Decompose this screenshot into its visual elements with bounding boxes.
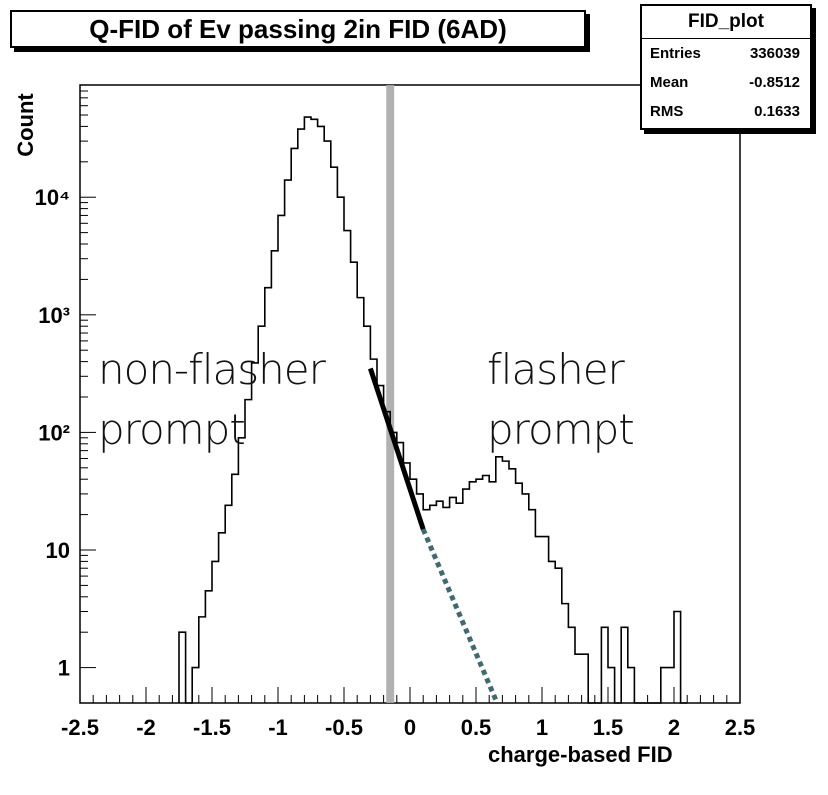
x-tick-label: -2.5 (61, 715, 99, 740)
stats-label: Mean (650, 74, 689, 91)
x-tick-label: 2 (668, 715, 680, 740)
stats-row-mean: Mean -0.8512 (642, 68, 810, 97)
stats-box: FID_plot Entries 336039 Mean -0.8512 RMS… (640, 4, 812, 130)
x-tick-label: 1 (536, 715, 548, 740)
stats-row-entries: Entries 336039 (642, 39, 810, 68)
annotation-line: non-flasher (98, 345, 326, 394)
fit-line (368, 367, 426, 531)
annotation-line: prompt (98, 405, 246, 454)
stats-value: 0.1633 (754, 103, 800, 120)
annotation-non-flasher: non-flasher prompt (98, 340, 326, 460)
fit-extrapolation-line (420, 528, 500, 704)
stats-row-rms: RMS 0.1633 (642, 97, 810, 126)
stats-value: -0.8512 (749, 74, 800, 91)
x-tick-label: 0 (404, 715, 416, 740)
y-tick-label: 1 (58, 656, 70, 681)
annotation-line: prompt (487, 405, 635, 454)
x-tick-label: 0.5 (461, 715, 492, 740)
y-axis-label: Count (13, 93, 38, 157)
x-tick-label: 1.5 (593, 715, 624, 740)
stats-label: Entries (650, 45, 701, 62)
axis-ticks (79, 84, 741, 703)
cut-band-rect (386, 85, 395, 703)
y-tick-label: 10² (38, 420, 70, 445)
cut-band (386, 85, 395, 703)
y-tick-label: 10 (46, 538, 70, 563)
y-tick-label: 10⁴ (35, 185, 70, 210)
x-tick-label: 2.5 (725, 715, 756, 740)
x-tick-label: -2 (136, 715, 156, 740)
stats-value: 336039 (749, 45, 800, 62)
x-tick-label: -0.5 (325, 715, 363, 740)
x-axis-label: charge-based FID (488, 742, 673, 767)
x-tick-labels: -2.5 -2 -1.5 -1 -0.5 0 0.5 1 1.5 2 2.5 (61, 715, 755, 740)
x-tick-label: -1.5 (193, 715, 231, 740)
histogram-outline (178, 116, 688, 704)
stats-title: FID_plot (642, 6, 810, 39)
y-tick-labels: 1 10 10² 10³ 10⁴ (35, 185, 70, 680)
x-tick-label: -1 (268, 715, 288, 740)
chart-title: Q-FID of Ev passing 2in FID (6AD) (89, 13, 507, 44)
annotation-flasher: flasher prompt (487, 340, 635, 460)
annotation-line: flasher (487, 345, 625, 394)
chart-title-box: Q-FID of Ev passing 2in FID (6AD) (10, 10, 586, 48)
y-tick-label: 10³ (38, 303, 70, 328)
stats-label: RMS (650, 103, 684, 120)
